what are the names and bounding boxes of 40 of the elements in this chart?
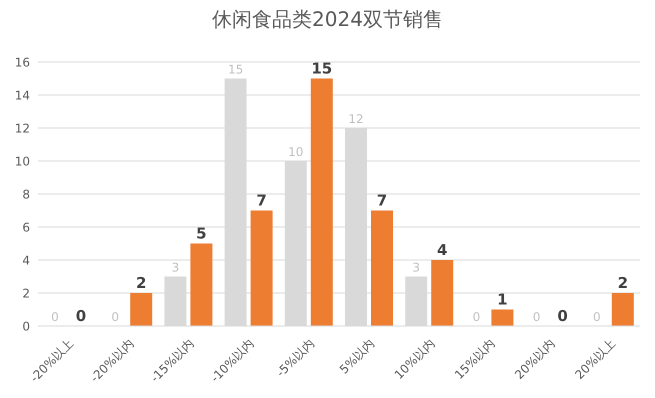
data-label: 1 bbox=[497, 290, 508, 308]
y-tick-label: 12 bbox=[14, 121, 30, 136]
data-label: 10 bbox=[288, 145, 304, 159]
y-tick-label: 8 bbox=[22, 187, 30, 202]
bar bbox=[371, 210, 393, 326]
y-tick-label: 0 bbox=[22, 319, 30, 334]
x-tick-label: -5%以内 bbox=[274, 336, 318, 380]
data-label: 0 bbox=[111, 310, 120, 324]
y-tick-label: 2 bbox=[22, 286, 30, 300]
bar bbox=[130, 293, 152, 326]
data-label: 7 bbox=[376, 192, 388, 210]
data-label: 12 bbox=[348, 112, 364, 126]
bar bbox=[250, 210, 273, 326]
chart-title: 休闲食品类2024双节销售 bbox=[211, 6, 444, 33]
data-label: 3 bbox=[412, 260, 420, 274]
data-label: 7 bbox=[256, 192, 267, 210]
y-tick-label: 6 bbox=[22, 220, 30, 234]
data-label: 0 bbox=[557, 306, 568, 325]
data-label: 4 bbox=[436, 241, 448, 259]
data-label: 2 bbox=[136, 274, 146, 292]
y-tick-label: 16 bbox=[14, 55, 30, 70]
y-tick-label: 14 bbox=[14, 88, 30, 102]
data-label: 15 bbox=[228, 62, 244, 76]
data-label: 0 bbox=[592, 310, 601, 324]
bar bbox=[190, 244, 212, 326]
y-tick-label: 10 bbox=[14, 154, 30, 168]
data-label: 0 bbox=[472, 310, 480, 324]
bar bbox=[491, 310, 514, 326]
data-label: 0 bbox=[532, 310, 540, 324]
x-tick-label: 5%以内 bbox=[336, 336, 378, 377]
data-label: 2 bbox=[618, 274, 628, 292]
data-label: 5 bbox=[196, 224, 207, 242]
data-label: 0 bbox=[76, 306, 86, 325]
y-tick-label: 4 bbox=[22, 253, 30, 268]
data-label: 15 bbox=[311, 60, 332, 78]
bar bbox=[310, 78, 333, 326]
bar bbox=[431, 260, 454, 326]
data-label: 0 bbox=[51, 310, 59, 324]
bar bbox=[612, 293, 634, 326]
data-label: 3 bbox=[172, 260, 180, 274]
